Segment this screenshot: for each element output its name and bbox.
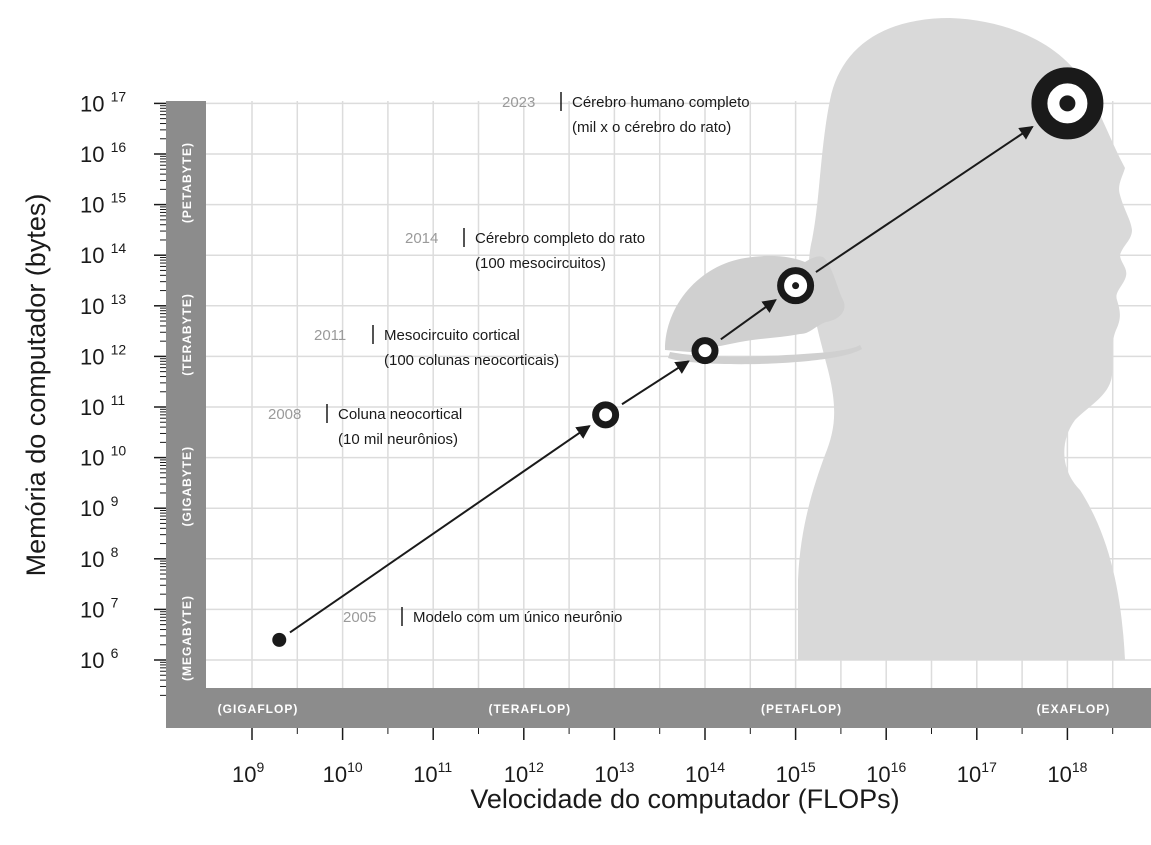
x-tick-label: 109 [232,759,264,787]
x-axis-band [166,688,1151,728]
annotation-sublabel: (mil x o cérebro do rato) [572,119,731,136]
y-tick-label: 10 11 [80,392,125,420]
annotation-sublabel: (100 colunas neocorticais) [384,352,559,369]
annotation-label: Cérebro humano completo [572,94,750,111]
annotation-label: Coluna neocortical [338,406,462,423]
y-tick-label: 10 16 [80,139,126,167]
x-tick-label: 1017 [957,759,997,787]
x-tick-label: 1010 [323,759,363,787]
annotation-year: 2014 [405,230,438,247]
data-point-center [792,282,800,290]
y-axis-title: Memória do computador (bytes) [21,194,51,577]
y-band-label: (PETABYTE) [180,142,194,223]
y-tick-label: 10 6 [80,645,119,673]
trend-arrow [815,125,1034,273]
annotation-label: Mesocircuito cortical [384,327,520,344]
y-band-label: (GIGABYTE) [180,446,194,527]
y-tick-label: 10 17 [80,88,126,116]
data-point [691,337,719,365]
x-axis-band-labels: (GIGAFLOP) (TERAFLOP) (PETAFLOP) (EXAFLOP) [218,702,1111,716]
x-axis-tick-labels: 109 1010 1011 1012 1013 1014 1015 1016 1017 1018 [232,759,1088,787]
trend-arrow [621,360,690,406]
y-tick-label: 10 14 [80,240,126,268]
x-tick-label: 1016 [866,759,906,787]
y-tick-label: 10 9 [80,493,119,521]
x-tick-label: 1011 [413,759,452,787]
annotation-year: 2005 [343,609,376,626]
trend-arrow [720,299,777,341]
data-point-center [1059,95,1076,112]
y-axis-minor-ticks [154,102,1114,740]
x-band-label: (PETAFLOP) [761,702,842,716]
x-band-label: (GIGAFLOP) [218,702,299,716]
y-axis-band-labels: (MEGABYTE) (GIGABYTE) (TERABYTE) (PETABYTE) [180,142,194,681]
data-point [272,632,287,647]
data-point [592,401,620,429]
annotation-year: 2011 [314,327,346,344]
x-tick-label: 1013 [594,759,634,787]
x-tick-label: 1015 [776,759,816,787]
annotation-year: 2008 [268,406,301,423]
y-tick-label: 10 7 [80,594,119,622]
x-tick-label: 1012 [504,759,544,787]
y-tick-label: 10 8 [80,544,119,572]
y-tick-label: 10 10 [80,443,126,471]
annotations: 2005 Modelo com um único neurônio 2008 Colu… [268,92,750,626]
trend-arrow [289,425,591,634]
annotation-sublabel: (10 mil neurônios) [338,431,458,448]
y-axis-tick-labels: 10 6 10 7 10 8 10 9 10 10 10 11 10 12 10 13 10 1… [80,88,126,673]
y-tick-label: 10 15 [80,190,126,218]
y-band-label: (TERABYTE) [180,293,194,376]
x-axis-title: Velocidade do computador (FLOPs) [470,784,899,814]
arrows [289,125,1034,634]
x-band-label: (TERAFLOP) [488,702,571,716]
y-tick-label: 10 12 [80,341,126,369]
human-head-silhouette [798,18,1132,660]
annotation-label: Modelo com um único neurônio [413,609,622,626]
x-tick-label: 1018 [1047,759,1087,787]
y-band-label: (MEGABYTE) [180,595,194,681]
y-tick-label: 10 13 [80,291,126,319]
annotation-year: 2023 [502,94,535,111]
data-markers [272,67,1104,647]
annotation-sublabel: (100 mesocircuitos) [475,255,606,272]
annotation-label: Cérebro completo do rato [475,230,645,247]
x-tick-label: 1014 [685,759,725,787]
y-axis-band [166,101,206,728]
x-band-label: (EXAFLOP) [1037,702,1111,716]
